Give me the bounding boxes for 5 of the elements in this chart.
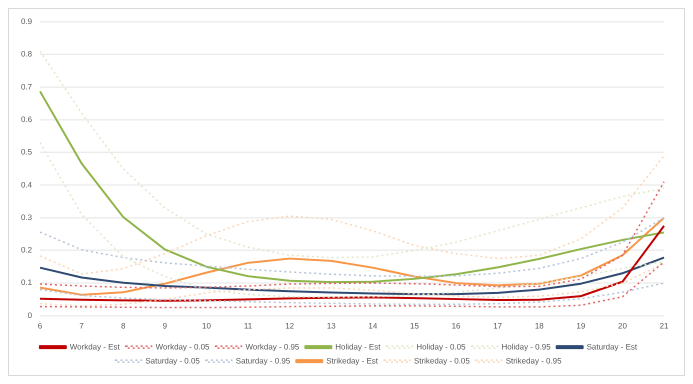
line-series <box>39 154 665 275</box>
line-series <box>39 181 665 289</box>
line-series <box>39 50 665 258</box>
line-series <box>39 216 665 277</box>
line-series <box>39 282 665 306</box>
